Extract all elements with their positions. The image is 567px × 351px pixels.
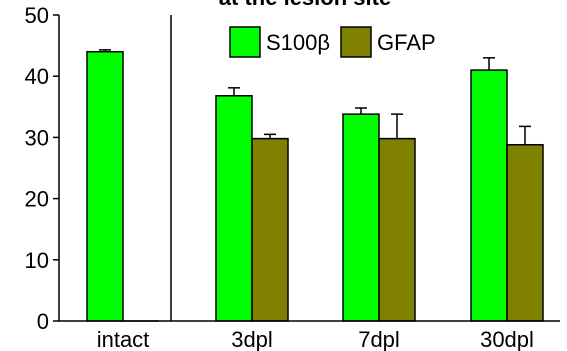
- bars: [86, 50, 544, 322]
- x-tick-label: 7dpl: [358, 327, 400, 351]
- bar-gfap-7dpl: [378, 137, 416, 322]
- bar-s100-7dpl: [342, 113, 380, 322]
- legend-swatch-0: [229, 26, 261, 58]
- bar-s100-3dpl: [215, 95, 253, 322]
- error-bars: [99, 49, 531, 322]
- legend-swatch-1: [340, 26, 372, 58]
- y-tick-label: 20: [25, 187, 49, 212]
- x-tick-label: 3dpl: [231, 327, 273, 351]
- y-tick-label: 30: [25, 125, 49, 150]
- chart-title: at the lesion site: [219, 0, 391, 10]
- x-axis: intact 3dpl 7dpl 30dpl: [59, 15, 560, 351]
- bar-gfap-30dpl: [506, 143, 544, 322]
- x-tick-label: 30dpl: [480, 327, 534, 351]
- legend-label-1: GFAP: [377, 30, 436, 55]
- y-tick-label: 40: [25, 64, 49, 89]
- bar-s100-intact: [86, 50, 124, 322]
- y-tick-label: 0: [37, 309, 49, 334]
- bar-s100-30dpl: [470, 69, 508, 322]
- x-tick-label: intact: [97, 327, 150, 351]
- legend-label-0: S100β: [266, 30, 330, 55]
- bar-gfap-3dpl: [251, 137, 289, 322]
- y-tick-label: 10: [25, 248, 49, 273]
- y-axis: 0 10 20 30 40 50: [25, 3, 60, 334]
- legend: S100β GFAP: [229, 26, 436, 58]
- y-tick-label: 50: [25, 3, 49, 28]
